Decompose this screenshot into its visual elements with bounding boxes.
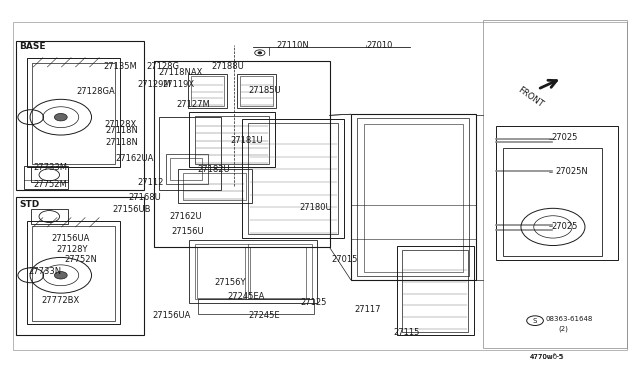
Text: 27125: 27125 <box>301 298 327 307</box>
Text: 27181U: 27181U <box>230 136 263 145</box>
Text: 27162UA: 27162UA <box>115 154 154 163</box>
Bar <box>242 119 344 238</box>
Text: 27156UA: 27156UA <box>152 311 191 320</box>
Bar <box>357 118 469 276</box>
Bar <box>195 244 312 299</box>
Text: 27182U: 27182U <box>197 165 230 174</box>
Text: 27118NAX: 27118NAX <box>159 68 203 77</box>
Bar <box>159 117 221 190</box>
Text: 27010: 27010 <box>366 41 392 50</box>
Text: 27128GA: 27128GA <box>77 87 116 96</box>
Text: 27128G: 27128G <box>146 62 179 71</box>
Bar <box>240 76 273 106</box>
Bar <box>24 166 68 189</box>
Text: STD: STD <box>19 200 40 209</box>
Bar <box>237 74 276 108</box>
Text: 27188U: 27188U <box>211 62 244 71</box>
Circle shape <box>54 272 67 279</box>
Bar <box>364 124 463 272</box>
Bar <box>189 112 275 167</box>
Text: 27115: 27115 <box>393 328 419 337</box>
Text: 4770w0·5: 4770w0·5 <box>530 354 564 360</box>
Text: 27112: 27112 <box>138 178 164 187</box>
Text: 27128X: 27128X <box>104 120 136 129</box>
Bar <box>166 154 208 184</box>
Text: FRONT: FRONT <box>516 86 545 109</box>
Bar <box>503 148 602 256</box>
Bar <box>351 114 476 280</box>
Bar <box>170 158 202 180</box>
Bar <box>32 226 115 321</box>
Bar <box>32 63 115 164</box>
Text: 27733M: 27733M <box>33 163 67 172</box>
Text: 27129M: 27129M <box>137 80 171 89</box>
Text: 27025: 27025 <box>552 133 578 142</box>
Bar <box>183 173 246 200</box>
Text: 27128Y: 27128Y <box>56 245 88 254</box>
Text: 27015: 27015 <box>332 255 358 264</box>
Bar <box>31 209 68 224</box>
Bar <box>154 61 330 247</box>
Bar <box>189 240 317 303</box>
Text: S: S <box>533 318 537 324</box>
Bar <box>16 197 144 335</box>
Text: 27117: 27117 <box>355 305 381 314</box>
Circle shape <box>258 52 262 54</box>
Text: 4770ω°·5: 4770ω°·5 <box>530 354 564 360</box>
Text: BASE: BASE <box>19 42 45 51</box>
Bar <box>197 247 245 298</box>
Text: 27185U: 27185U <box>248 86 281 95</box>
Text: 27156UA: 27156UA <box>51 234 90 243</box>
Text: 27168U: 27168U <box>128 193 161 202</box>
Text: 08363-61648: 08363-61648 <box>545 316 593 322</box>
Text: 27180U: 27180U <box>300 203 332 212</box>
Text: 27156Y: 27156Y <box>214 278 246 287</box>
Bar <box>191 76 224 106</box>
Bar <box>402 250 468 332</box>
Text: 27156UB: 27156UB <box>112 205 150 214</box>
Text: 27025N: 27025N <box>556 167 588 176</box>
Text: 27733N: 27733N <box>29 267 62 276</box>
Bar <box>16 41 144 190</box>
Text: 27245EA: 27245EA <box>227 292 264 301</box>
Text: 27156U: 27156U <box>172 227 204 236</box>
Bar <box>250 247 306 298</box>
Text: 27162U: 27162U <box>170 212 202 221</box>
Bar <box>483 20 627 348</box>
Text: 27118N: 27118N <box>106 138 138 147</box>
Circle shape <box>54 113 67 121</box>
Bar <box>31 167 68 182</box>
Text: 27772BX: 27772BX <box>42 296 80 305</box>
Bar <box>13 22 627 350</box>
Text: 27752N: 27752N <box>64 255 97 264</box>
Bar <box>178 169 252 203</box>
Text: 27025: 27025 <box>552 222 578 231</box>
Bar <box>248 123 338 234</box>
Text: 27135M: 27135M <box>104 62 138 71</box>
Text: (2): (2) <box>558 326 568 333</box>
Bar <box>397 246 474 335</box>
Text: 27127M: 27127M <box>177 100 211 109</box>
Bar <box>27 58 120 167</box>
Text: 27110N: 27110N <box>276 41 309 50</box>
Text: 27752M: 27752M <box>33 180 67 189</box>
Text: 27118N: 27118N <box>106 126 138 135</box>
Bar <box>188 74 227 108</box>
Text: 27245E: 27245E <box>248 311 280 320</box>
Bar <box>198 299 314 314</box>
Bar <box>496 126 618 260</box>
Text: 27119X: 27119X <box>163 80 195 89</box>
Bar <box>195 116 269 164</box>
Bar <box>27 221 120 324</box>
